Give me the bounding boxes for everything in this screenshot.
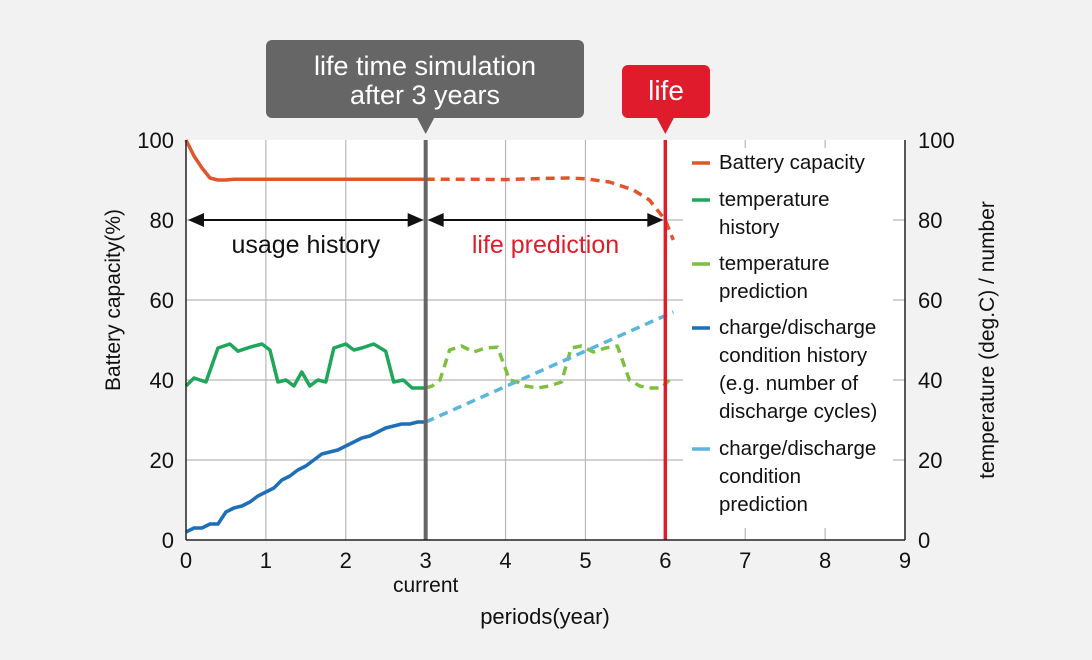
y-tick-label-right: 80 [918, 208, 942, 233]
legend-label: condition [719, 465, 801, 488]
arrow-head-right [647, 213, 664, 227]
legend-label: condition history [719, 344, 868, 367]
series-line-temp_hist [184, 342, 426, 390]
x-tick-label: 3 [420, 548, 432, 573]
x-tick-label: 2 [340, 548, 352, 573]
y-tick-label-left: 100 [137, 128, 174, 153]
legend-label: temperature [719, 252, 830, 275]
prediction-arrow [427, 213, 664, 227]
legend-label: charge/discharge [719, 316, 876, 339]
y-tick-label-right: 0 [918, 528, 930, 553]
y-tick-label-left: 80 [150, 208, 174, 233]
usage-history-label: usage history [231, 231, 380, 259]
legend-item-temp_hist: temperature history [692, 188, 830, 239]
y-tick-label-right: 20 [918, 448, 942, 473]
current-label: current [393, 574, 459, 597]
legend-label: Battery capacity [719, 151, 866, 174]
x-tick-label: 8 [819, 548, 831, 573]
y-tick-label-left: 60 [150, 288, 174, 313]
series-line-capacity [184, 139, 426, 182]
y-tick-label-left: 40 [150, 368, 174, 393]
markers-layer: usage history life prediction [188, 140, 668, 540]
series-line-temp_pred [425, 344, 671, 390]
simulation-callout-pointer [416, 117, 435, 134]
y-axis-title-left: Battery capacity(%) [102, 209, 125, 391]
legend-label: prediction [719, 493, 808, 516]
arrow-head-left [188, 213, 204, 227]
x-tick-label: 6 [659, 548, 671, 573]
life-callout-box [622, 65, 710, 118]
x-tick-label: 4 [499, 548, 511, 573]
legend-label: charge/discharge [719, 437, 876, 460]
y-tick-label-left: 0 [162, 528, 174, 553]
series-line-capacity_pred [425, 176, 675, 241]
x-tick-label: 5 [579, 548, 591, 573]
life-prediction-label: life prediction [472, 231, 619, 259]
x-tick-label: 1 [260, 548, 272, 573]
y-tick-label-right: 40 [918, 368, 942, 393]
x-tick-label: 0 [180, 548, 192, 573]
legend-background [683, 148, 893, 528]
arrow-head-left [427, 213, 444, 227]
x-axis-title: periods(year) [480, 604, 610, 629]
x-tick-label: 7 [739, 548, 751, 573]
y-tick-label-right: 60 [918, 288, 942, 313]
legend-item-cd_pred: charge/discharge condition prediction [692, 437, 876, 516]
series-line-cd_hist [185, 420, 426, 534]
legend-item-cd_hist: charge/discharge condition history (e.g. n… [692, 316, 877, 423]
simulation-callout-line2: after 3 years [350, 80, 500, 110]
history-arrow [188, 213, 424, 227]
legend-item-temp_pred: temperature prediction [692, 252, 830, 303]
y-tick-label-left: 20 [150, 448, 174, 473]
legend-label: (e.g. number of [719, 372, 858, 395]
simulation-callout-line1: life time simulation [314, 51, 536, 81]
arrow-head-right [407, 213, 424, 227]
axes-layer: 0 1 2 3 4 5 6 7 8 9020406080100020406080100curren… [102, 128, 999, 629]
y-axis-title-right: temperature (deg.C) / number [976, 201, 999, 479]
legend-label: history [719, 216, 780, 239]
simulation-callout-box [266, 40, 584, 118]
legend: Battery capacitytemperaturehistorytemper… [683, 148, 893, 528]
legend-item-capacity: Battery capacity [692, 151, 866, 174]
legend-label: prediction [719, 280, 808, 303]
series-line-cd_pred [424, 310, 675, 424]
life-callout: life [622, 65, 710, 134]
legend-label: temperature [719, 188, 830, 211]
y-tick-label-right: 100 [918, 128, 955, 153]
legend-label: discharge cycles) [719, 400, 877, 423]
life-callout-label: life [648, 75, 684, 106]
series-layer [184, 139, 675, 534]
life-callout-pointer [656, 117, 675, 134]
x-tick-label: 9 [899, 548, 911, 573]
